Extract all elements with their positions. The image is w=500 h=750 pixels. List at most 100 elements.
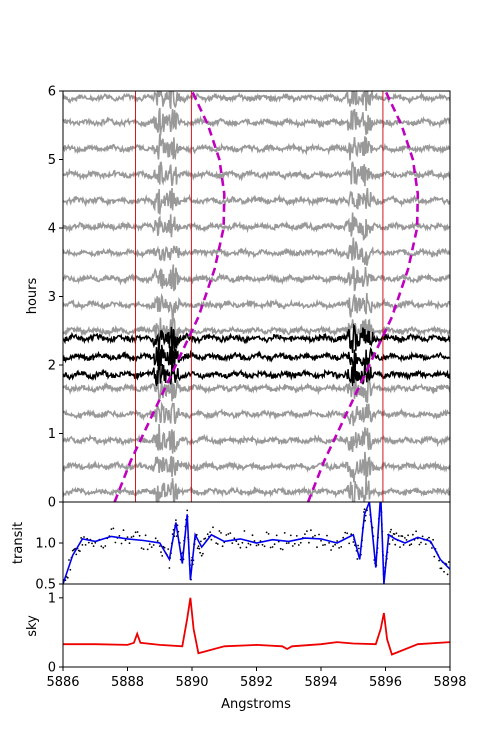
transit-point bbox=[167, 548, 170, 550]
transit-point bbox=[418, 543, 421, 546]
transit-point bbox=[447, 561, 450, 563]
transit-point bbox=[399, 546, 401, 548]
transit-point bbox=[350, 533, 353, 536]
transit-point bbox=[102, 546, 105, 549]
x-axis-label: Angstroms bbox=[221, 697, 291, 712]
gray-trace bbox=[63, 237, 450, 266]
transit-point bbox=[342, 536, 345, 539]
transit-point bbox=[144, 534, 147, 537]
transit-point bbox=[428, 536, 430, 539]
transit-point bbox=[446, 573, 449, 576]
transit-point bbox=[421, 535, 424, 538]
transit-point bbox=[297, 544, 300, 546]
transit-point bbox=[168, 567, 171, 569]
middle-panel-plot: 0.5 1.0 transit bbox=[11, 499, 451, 593]
transit-point bbox=[332, 545, 334, 548]
transit-point bbox=[308, 541, 310, 544]
transit-point bbox=[204, 537, 207, 540]
transit-point bbox=[209, 531, 212, 533]
top-ytick-label: 5 bbox=[48, 153, 56, 168]
transit-point bbox=[295, 535, 298, 537]
transit-point bbox=[91, 542, 93, 545]
transit-point bbox=[202, 552, 204, 555]
transit-point bbox=[231, 542, 234, 544]
gray-trace bbox=[63, 264, 450, 292]
transit-point bbox=[87, 541, 90, 544]
transit-point bbox=[110, 528, 113, 530]
transit-point bbox=[279, 547, 282, 550]
transit-point bbox=[253, 540, 256, 542]
transit-point bbox=[379, 499, 381, 501]
top-y-ticks: 0 1 2 3 4 5 6 bbox=[48, 85, 63, 511]
transit-point bbox=[186, 509, 189, 512]
transit-point bbox=[287, 542, 290, 544]
transit-point bbox=[156, 540, 159, 542]
transit-point bbox=[330, 549, 332, 551]
transit-point bbox=[68, 559, 70, 561]
transit-point bbox=[415, 530, 417, 533]
transit-point bbox=[336, 540, 338, 542]
transit-point bbox=[320, 539, 322, 542]
transit-point bbox=[261, 543, 264, 546]
transit-point bbox=[269, 546, 272, 549]
transit-point bbox=[206, 533, 209, 536]
transit-point bbox=[114, 541, 117, 544]
gray-trace bbox=[63, 375, 450, 403]
top-ytick-label: 0 bbox=[48, 496, 56, 511]
transit-point bbox=[405, 539, 408, 541]
transit-point bbox=[346, 532, 349, 535]
xtick-label: 5890 bbox=[175, 675, 208, 690]
middle-ytick-label: 1.0 bbox=[35, 537, 56, 552]
top-ytick-label: 1 bbox=[48, 427, 56, 442]
transit-point bbox=[83, 536, 85, 538]
transit-point bbox=[420, 541, 422, 544]
transit-point bbox=[340, 546, 343, 548]
transit-point bbox=[281, 548, 284, 551]
transit-point bbox=[438, 559, 440, 562]
gray-trace bbox=[63, 107, 450, 136]
transit-point bbox=[200, 540, 202, 543]
transit-point bbox=[299, 541, 302, 544]
transit-point bbox=[92, 545, 95, 547]
transit-point bbox=[146, 548, 149, 551]
planet-track bbox=[113, 91, 226, 502]
transit-point bbox=[390, 528, 392, 531]
top-ytick-label: 6 bbox=[48, 85, 56, 100]
transit-point bbox=[322, 544, 324, 546]
gray-trace bbox=[63, 133, 450, 161]
transit-point bbox=[148, 543, 151, 545]
transit-point bbox=[293, 542, 296, 545]
transit-point bbox=[235, 540, 238, 542]
transit-point bbox=[388, 543, 391, 545]
top-y-axis-label: hours bbox=[25, 278, 40, 315]
transit-point bbox=[225, 534, 228, 536]
transit-point bbox=[255, 544, 258, 547]
transit-point bbox=[310, 529, 312, 532]
transit-point bbox=[80, 537, 82, 539]
transit-point bbox=[221, 545, 224, 548]
transit-point bbox=[312, 536, 314, 538]
transit-point bbox=[251, 534, 254, 537]
bottom-panel-plot: 01 5886 5888 5890 5892 5894 5896 5898 Angstrom… bbox=[25, 583, 467, 712]
transit-point bbox=[154, 537, 157, 540]
transit-point bbox=[227, 533, 230, 535]
xtick-label: 5892 bbox=[240, 675, 273, 690]
transit-point bbox=[318, 533, 320, 536]
transit-point bbox=[126, 536, 129, 538]
transit-point bbox=[216, 543, 219, 545]
transit-point bbox=[275, 534, 278, 537]
transit-point bbox=[357, 544, 359, 547]
transit-point bbox=[431, 547, 433, 549]
transit-point bbox=[401, 535, 404, 538]
xtick-label: 5886 bbox=[46, 675, 79, 690]
transit-point bbox=[130, 536, 133, 538]
transit-point bbox=[210, 538, 213, 541]
transit-point bbox=[404, 537, 406, 539]
transit-point bbox=[120, 542, 123, 545]
transit-point bbox=[128, 542, 131, 545]
transit-point bbox=[358, 547, 360, 550]
transit-point bbox=[122, 529, 125, 532]
black-trace bbox=[63, 323, 450, 354]
transit-point bbox=[433, 555, 436, 558]
transit-point bbox=[241, 541, 244, 544]
